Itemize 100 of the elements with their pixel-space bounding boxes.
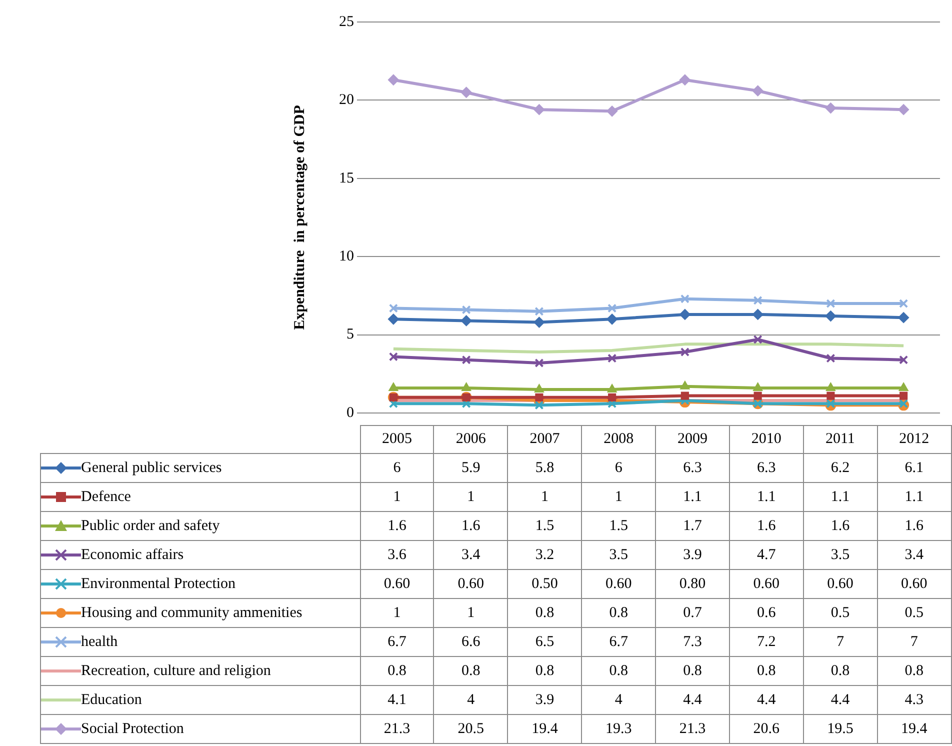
- data-label: 7: [877, 628, 951, 656]
- data-label: 1: [360, 598, 434, 628]
- legend-label: General public services: [81, 460, 222, 476]
- legend-label: Social Protection: [81, 720, 184, 736]
- data-label: 1: [434, 598, 508, 628]
- data-label: 1.6: [729, 512, 804, 540]
- y-tick-label: 20: [339, 92, 354, 108]
- data-label: 0.8: [803, 656, 878, 686]
- data-label: 4.3: [877, 686, 951, 714]
- data-label: 6.3: [656, 454, 730, 482]
- data-label: 0.60: [360, 570, 434, 598]
- data-label: 1: [434, 482, 508, 512]
- data-label: 1: [582, 482, 656, 512]
- y-tick-label: 0: [346, 404, 354, 421]
- data-label: 1.7: [656, 512, 730, 540]
- data-label: 0.80: [656, 570, 730, 598]
- legend-label: Public order and safety: [81, 518, 220, 534]
- data-label: 4.4: [729, 686, 804, 714]
- data-label: 0.5: [803, 598, 878, 628]
- x-tick-label: 2009: [656, 426, 730, 454]
- y-tick-label: 15: [339, 170, 354, 186]
- data-label: 4: [582, 686, 656, 714]
- data-label: 3.4: [434, 540, 508, 570]
- data-label: 20.6: [729, 714, 804, 744]
- data-label: 19.4: [877, 714, 951, 744]
- x-tick-label: 2007: [508, 426, 582, 454]
- data-label: 1.1: [877, 482, 951, 512]
- data-label: 1: [508, 482, 582, 512]
- x-tick-label: 2012: [877, 426, 951, 454]
- data-label: 4.4: [803, 686, 878, 714]
- data-label: 7: [803, 628, 878, 656]
- data-label: 1.6: [803, 512, 878, 540]
- data-label: 4.1: [360, 686, 434, 714]
- data-label: 1: [360, 482, 434, 512]
- legend-label: Environmental Protection: [81, 576, 236, 592]
- data-label: 4: [434, 686, 508, 714]
- legend-label: health: [81, 634, 118, 650]
- data-label: 19.4: [508, 714, 582, 744]
- y-tick-label: 25: [339, 14, 354, 30]
- data-label: 3.9: [508, 686, 582, 714]
- data-label: 0.5: [877, 598, 951, 628]
- data-label: 6.5: [508, 628, 582, 656]
- x-tick-label: 2008: [582, 426, 656, 454]
- data-label: 3.9: [656, 540, 730, 570]
- data-label: 21.3: [656, 714, 730, 744]
- data-label: 1.5: [508, 512, 582, 540]
- data-label: 6.2: [803, 454, 878, 482]
- data-label: 0.60: [877, 570, 951, 598]
- data-label: 3.5: [803, 540, 878, 570]
- data-label: 6.7: [582, 628, 656, 656]
- data-label: 0.7: [656, 598, 730, 628]
- data-label: 1.1: [729, 482, 804, 512]
- data-label: 19.3: [582, 714, 656, 744]
- data-label: 0.50: [508, 570, 582, 598]
- data-label: 0.8: [434, 656, 508, 686]
- data-label: 7.3: [656, 628, 730, 656]
- data-label: 0.8: [877, 656, 951, 686]
- data-label: 0.8: [656, 656, 730, 686]
- data-label: 3.5: [582, 540, 656, 570]
- data-label: 0.8: [508, 656, 582, 686]
- y-axis-title: Expenditure in percentage of GDP: [292, 105, 308, 330]
- legend-label: Education: [81, 692, 142, 708]
- data-label: 20.5: [434, 714, 508, 744]
- legend-label: Housing and community ammenities: [81, 604, 302, 620]
- x-tick-label: 2011: [803, 426, 878, 454]
- data-label: 0.60: [434, 570, 508, 598]
- data-label: 0.8: [582, 656, 656, 686]
- data-label: 21.3: [360, 714, 434, 744]
- data-label: 7.2: [729, 628, 804, 656]
- data-label: 6.1: [877, 454, 951, 482]
- legend-label: Economic affairs: [81, 546, 184, 562]
- data-label: 1.1: [656, 482, 730, 512]
- data-label: 4.4: [656, 686, 730, 714]
- data-label: 3.4: [877, 540, 951, 570]
- x-tick-label: 2005: [360, 426, 434, 454]
- y-tick-label: 5: [346, 326, 354, 343]
- data-label: 1.6: [434, 512, 508, 540]
- data-label: 6: [360, 454, 434, 482]
- data-label: 3.2: [508, 540, 582, 570]
- data-label: 6.7: [360, 628, 434, 656]
- data-label: 6.6: [434, 628, 508, 656]
- legend-label: Defence: [81, 488, 131, 504]
- data-label: 0.60: [729, 570, 804, 598]
- data-label: 3.6: [360, 540, 434, 570]
- data-label: 5.9: [434, 454, 508, 482]
- data-label: 5.8: [508, 454, 582, 482]
- data-label: 0.8: [582, 598, 656, 628]
- x-tick-label: 2010: [729, 426, 804, 454]
- data-label: 6: [582, 454, 656, 482]
- data-label: 0.60: [803, 570, 878, 598]
- data-label: 0.8: [360, 656, 434, 686]
- data-label: 0.60: [582, 570, 656, 598]
- data-label: 1.1: [803, 482, 878, 512]
- data-label: 0.6: [729, 598, 804, 628]
- y-tick-label: 10: [339, 248, 354, 265]
- data-label: 0.8: [729, 656, 804, 686]
- legend-label: Recreation, culture and religion: [81, 662, 271, 678]
- data-label: 0.8: [508, 598, 582, 628]
- data-label: 4.7: [729, 540, 804, 570]
- x-tick-label: 2006: [434, 426, 508, 454]
